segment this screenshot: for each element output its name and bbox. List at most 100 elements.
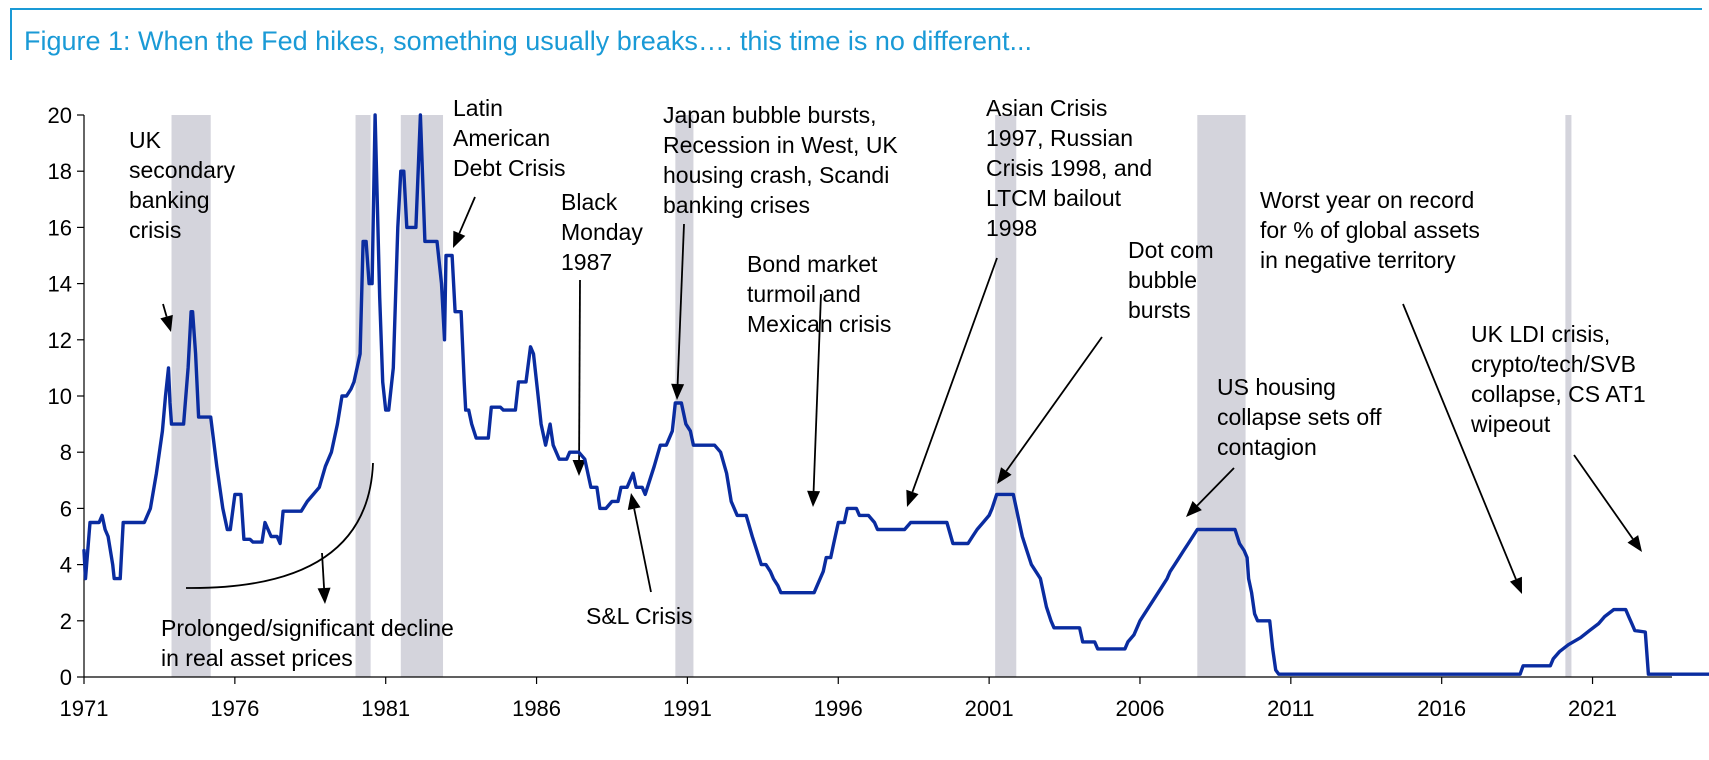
annotation-line: Crisis 1998, and — [986, 155, 1152, 181]
arrow-head — [906, 489, 919, 507]
annotation-arrow — [911, 257, 998, 493]
recession-band-6 — [1565, 115, 1572, 677]
annotation-line: in negative territory — [1260, 247, 1456, 273]
x-tick-label: 2016 — [1417, 696, 1466, 721]
x-tick-label: 1971 — [60, 696, 109, 721]
y-tick-label: 6 — [60, 496, 72, 521]
annotation-line: housing crash, Scandi — [663, 162, 889, 188]
x-tick-label: 1976 — [210, 696, 259, 721]
annotation-text: UK LDI crisis, crypto/tech/SVB collapse, C… — [1470, 321, 1646, 437]
annotation-line: wipeout — [1470, 411, 1551, 437]
annotation-arrow — [812, 293, 822, 492]
y-tick-label: 20 — [48, 103, 72, 128]
annotation-line: Bond market — [747, 251, 878, 277]
annotation-line: banking — [129, 187, 210, 213]
annotation-arrow — [162, 303, 168, 317]
x-tick-label: 1986 — [512, 696, 561, 721]
annotation-text: Latin American Debt Crisis — [453, 95, 565, 181]
recession-band-0 — [171, 115, 211, 677]
annotation-line: Japan bubble bursts, — [663, 102, 877, 128]
y-tick-label: 10 — [48, 384, 72, 409]
annotation-line: Asian Crisis — [986, 95, 1107, 121]
annotation-line: contagion — [1217, 434, 1317, 460]
x-tick-label: 1991 — [663, 696, 712, 721]
x-tick-label: 2006 — [1116, 696, 1165, 721]
annotations: UK secondary banking crisis Latin American Deb… — [129, 95, 1646, 671]
annotation-line: Recession in West, UK — [663, 132, 898, 158]
annotation-line: bursts — [1128, 297, 1191, 323]
annotation-line: Black — [561, 189, 618, 215]
arrow-head — [572, 459, 586, 476]
x-tick-label: 2021 — [1568, 696, 1617, 721]
recession-band-1 — [355, 115, 371, 677]
arrow-head — [317, 587, 331, 604]
annotation-line: collapse, CS AT1 — [1471, 381, 1646, 407]
annotation-line: Prolonged/significant decline — [161, 615, 454, 641]
y-tick-label: 0 — [60, 665, 72, 690]
arrow-curve — [185, 462, 374, 589]
recession-band-3 — [675, 115, 694, 677]
annotation-arrow — [1005, 336, 1103, 472]
annotation-line: LTCM bailout — [986, 185, 1122, 211]
annotation-text: Bond market turmoil and Mexican crisis — [747, 251, 891, 337]
x-tick-label: 1996 — [814, 696, 863, 721]
annotation-line: Mexican crisis — [747, 311, 891, 337]
header-rule — [10, 8, 1702, 10]
annotation-arrow — [633, 508, 652, 593]
annotation-line: Worst year on record — [1260, 187, 1474, 213]
series-layer — [82, 113, 1709, 676]
y-tick-label: 8 — [60, 440, 72, 465]
recession-band-2 — [400, 115, 444, 677]
annotation-text: UK secondary banking crisis — [129, 127, 236, 243]
x-tick-label: 2011 — [1267, 696, 1314, 721]
recession-band-5 — [1197, 115, 1246, 677]
annotation-arrow — [676, 223, 685, 385]
annotation-text: Prolonged/significant decline in real ass… — [161, 615, 454, 671]
annotation-line: UK — [129, 127, 162, 153]
annotation-text: Worst year on record for % of global asse… — [1260, 187, 1480, 273]
arrow-head — [1509, 576, 1522, 594]
y-tick-label: 12 — [48, 328, 72, 353]
arrow-head — [1627, 535, 1642, 552]
x-tick-label: 1981 — [361, 696, 410, 721]
annotation-line: for % of global assets — [1260, 217, 1480, 243]
annotation-arrow — [1573, 454, 1634, 540]
annotation-line: American — [453, 125, 550, 151]
annotation-arrows — [160, 196, 1642, 604]
x-tick-label: 2001 — [965, 696, 1014, 721]
y-tick-label: 4 — [60, 553, 72, 578]
annotation-line: Monday — [561, 219, 643, 245]
recession-band-4 — [995, 115, 1017, 677]
arrow-head — [671, 383, 685, 400]
annotation-arrow — [1196, 467, 1235, 507]
annotation-line: 1997, Russian — [986, 125, 1133, 151]
annotation-line: turmoil and — [747, 281, 861, 307]
annotation-arrow — [458, 196, 476, 234]
annotation-line: Debt Crisis — [453, 155, 565, 181]
annotation-text: Dot com bubble bursts — [1128, 237, 1214, 323]
arrow-head — [160, 314, 173, 332]
annotation-line: crisis — [129, 217, 181, 243]
annotation-text: Asian Crisis 1997, Russian Crisis 1998, an… — [986, 95, 1152, 241]
arrow-head — [627, 493, 641, 510]
arrow-head — [997, 467, 1012, 484]
annotation-arrow — [321, 552, 325, 589]
y-tick-label: 18 — [48, 159, 72, 184]
y-tick-label: 14 — [48, 272, 72, 297]
annotation-line: banking crises — [663, 192, 810, 218]
annotation-line: secondary — [129, 157, 236, 183]
series-line — [82, 113, 1709, 676]
annotation-arrow — [578, 279, 581, 461]
annotation-line: 1998 — [986, 215, 1037, 241]
annotation-line: crypto/tech/SVB — [1471, 351, 1636, 377]
figure-title: Figure 1: When the Fed hikes, something … — [24, 26, 1032, 56]
y-tick-label: 2 — [60, 609, 72, 634]
annotation-line: in real asset prices — [161, 645, 353, 671]
annotation-line: 1987 — [561, 249, 612, 275]
annotation-line: collapse sets off — [1217, 404, 1382, 430]
annotation-text: S&L Crisis — [586, 603, 693, 629]
axes: 0 2 4 6 8 10 12 14 16 18 20 1971 1976 1981 1986 1991 199… — [48, 103, 1672, 721]
annotation-line: Latin — [453, 95, 503, 121]
annotation-text: Japan bubble bursts, Recession in West, U… — [663, 102, 898, 218]
